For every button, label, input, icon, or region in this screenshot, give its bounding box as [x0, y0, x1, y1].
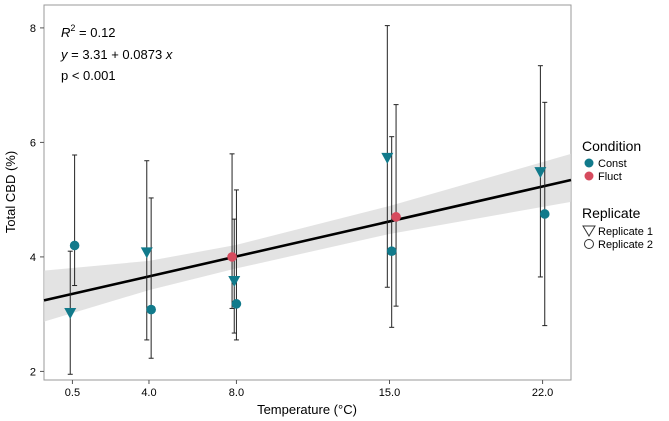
data-point-triangle — [381, 152, 394, 164]
data-point-circle — [539, 209, 550, 219]
y-axis-title: Total CBD (%) — [3, 151, 18, 233]
r-squared-annotation: R2 = 0.12 — [61, 23, 116, 40]
x-tick-label: 22.0 — [532, 387, 553, 399]
confidence-band — [44, 153, 571, 322]
data-point-triangle — [140, 247, 153, 259]
legend-fluct-label: Fluct — [598, 171, 622, 183]
confidence-band-layer — [44, 153, 571, 322]
x-axis-title: Temperature (°C) — [257, 402, 357, 417]
legend-condition-title: Condition — [582, 138, 641, 154]
legend-replicate1-label: Replicate 1 — [598, 226, 653, 238]
y-tick-label: 8 — [30, 23, 36, 35]
regression-line-layer — [43, 178, 572, 302]
y-tick-label: 6 — [30, 137, 36, 149]
x-tick-label: 4.0 — [141, 387, 156, 399]
x-tick-label: 15.0 — [379, 387, 400, 399]
data-point-triangle — [64, 308, 77, 320]
x-axis-ticks: 0.5 4.0 8.0 15.0 22.0 — [65, 380, 553, 399]
error-bar — [389, 136, 395, 328]
legend-replicate2-marker — [584, 239, 594, 249]
legend: Condition Const Fluct Replicate Replicat… — [582, 138, 653, 251]
legend-replicate1-marker — [582, 225, 596, 237]
error-bar — [148, 197, 154, 359]
data-point-circle — [386, 246, 397, 256]
x-tick-label: 0.5 — [65, 387, 80, 399]
data-point-circle — [69, 240, 80, 251]
legend-const-marker — [584, 158, 594, 168]
x-tick-label: 8.0 — [229, 387, 244, 399]
error-bar — [233, 189, 239, 341]
p-value-annotation: p < 0.001 — [61, 68, 116, 83]
data-point-circle — [231, 299, 242, 309]
data-point-triangle — [534, 167, 547, 179]
data-point-circle — [391, 212, 401, 222]
point-layer — [64, 152, 550, 320]
data-point-triangle — [228, 275, 241, 287]
regression-line — [43, 178, 572, 302]
y-tick-label: 4 — [30, 252, 36, 264]
data-point-circle — [146, 304, 156, 315]
y-axis-ticks: 2 4 6 8 — [30, 23, 44, 378]
legend-replicate-title: Replicate — [582, 205, 641, 221]
y-tick-label: 2 — [30, 366, 36, 378]
legend-fluct-marker — [584, 171, 594, 181]
legend-replicate2-label: Replicate 2 — [598, 239, 653, 251]
error-bar — [72, 154, 78, 287]
data-point-circle — [227, 252, 237, 262]
legend-const-label: Const — [598, 158, 627, 170]
equation-annotation: y = 3.31 + 0.0873 x — [60, 47, 173, 62]
error-bar — [393, 104, 399, 307]
